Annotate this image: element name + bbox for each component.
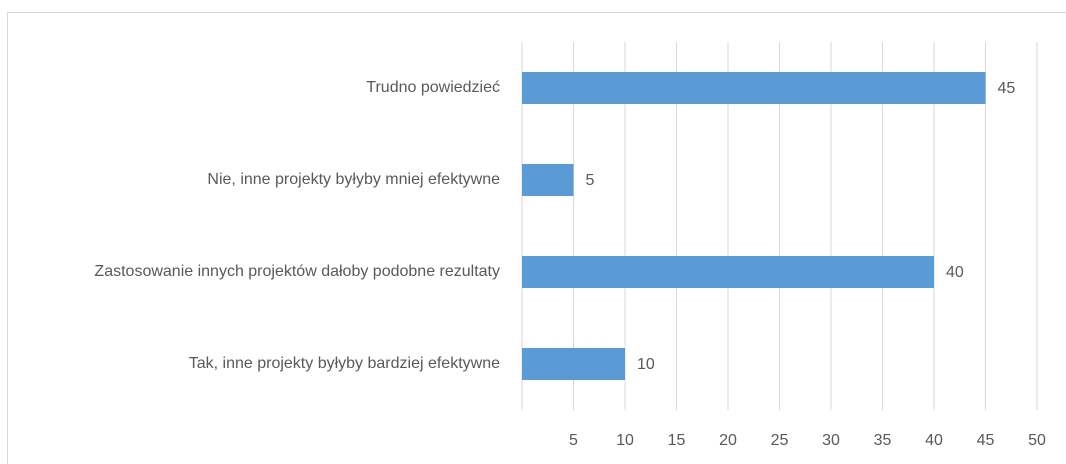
chart-border: [7, 12, 1066, 464]
bar: [522, 256, 934, 288]
x-tick-label: 10: [616, 432, 634, 449]
x-tick-label: 30: [822, 432, 840, 449]
x-tick-label: 45: [977, 432, 995, 449]
bar: [522, 72, 986, 104]
category-label-box: Zastosowanie innych projektów dałoby pod…: [20, 242, 500, 302]
bar: [522, 348, 625, 380]
x-tick-label: 20: [719, 432, 737, 449]
category-label: Trudno powiedzieć: [366, 79, 500, 96]
x-tick-label: 50: [1028, 432, 1046, 449]
x-tick-label: 40: [925, 432, 943, 449]
category-label-box: Tak, inne projekty byłyby bardziej efekt…: [20, 334, 500, 394]
category-label-box: Trudno powiedzieć: [20, 58, 500, 118]
bar: [522, 164, 574, 196]
x-tick-label: 15: [668, 432, 686, 449]
data-label: 5: [586, 172, 595, 189]
data-label: 40: [946, 264, 964, 281]
category-label: Zastosowanie innych projektów dałoby pod…: [94, 263, 500, 280]
x-tick-label: 5: [569, 432, 578, 449]
data-label: 10: [637, 356, 655, 373]
x-tick-label: 25: [771, 432, 789, 449]
category-label-box: Nie, inne projekty byłyby mniej efektywn…: [20, 150, 500, 210]
category-label: Nie, inne projekty byłyby mniej efektywn…: [207, 171, 500, 188]
category-label: Tak, inne projekty byłyby bardziej efekt…: [188, 355, 500, 372]
x-tick-label: 35: [874, 432, 892, 449]
data-label: 45: [998, 80, 1016, 97]
